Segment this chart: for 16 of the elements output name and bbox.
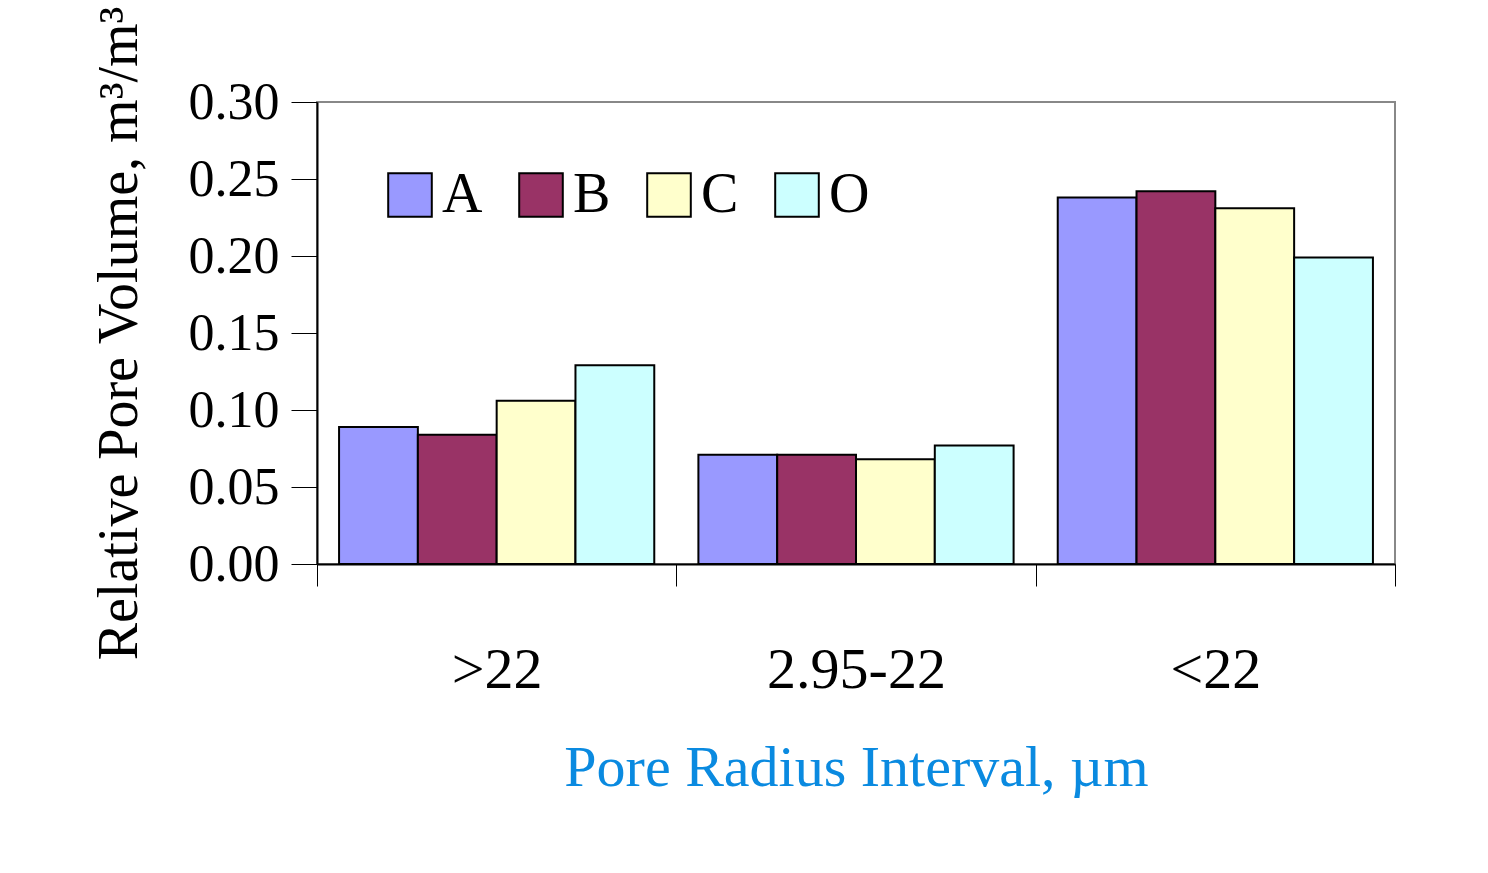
y-tick-label: 0.10 (188, 380, 280, 438)
legend-label: C (701, 162, 739, 224)
y-tick-label: 0.25 (188, 149, 280, 207)
y-tick-label: 0.05 (188, 457, 280, 515)
y-tick-label: 0.30 (188, 72, 280, 130)
x-tick-label: 2.95-22 (767, 635, 946, 701)
y-axis-title: Relative Pore Volume, m³/m³ (86, 6, 149, 661)
legend-label: B (573, 162, 611, 224)
legend-label: O (829, 162, 870, 224)
y-tick-label: 0.20 (188, 226, 280, 284)
x-axis-title: Pore Radius Interval, µm (564, 733, 1149, 799)
x-tick-label: <22 (1170, 635, 1262, 701)
x-tick-label: >22 (451, 635, 543, 701)
y-tick-label: 0.15 (188, 303, 280, 361)
legend-label: A (442, 162, 483, 224)
y-tick-label: 0.00 (188, 534, 280, 592)
